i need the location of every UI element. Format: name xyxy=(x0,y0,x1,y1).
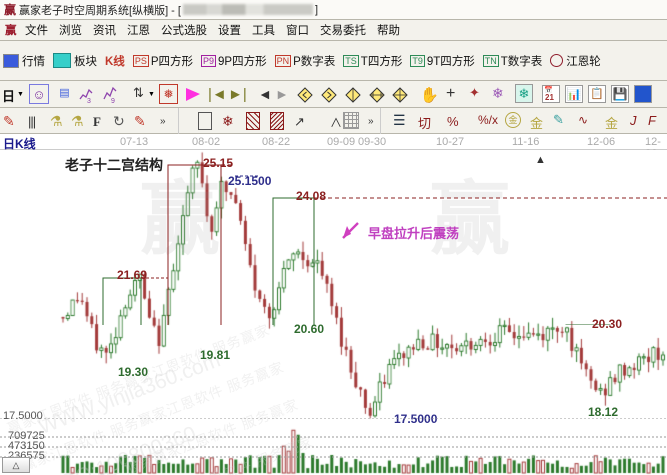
svg-text:3: 3 xyxy=(87,98,91,104)
svg-text:9: 9 xyxy=(111,98,115,104)
